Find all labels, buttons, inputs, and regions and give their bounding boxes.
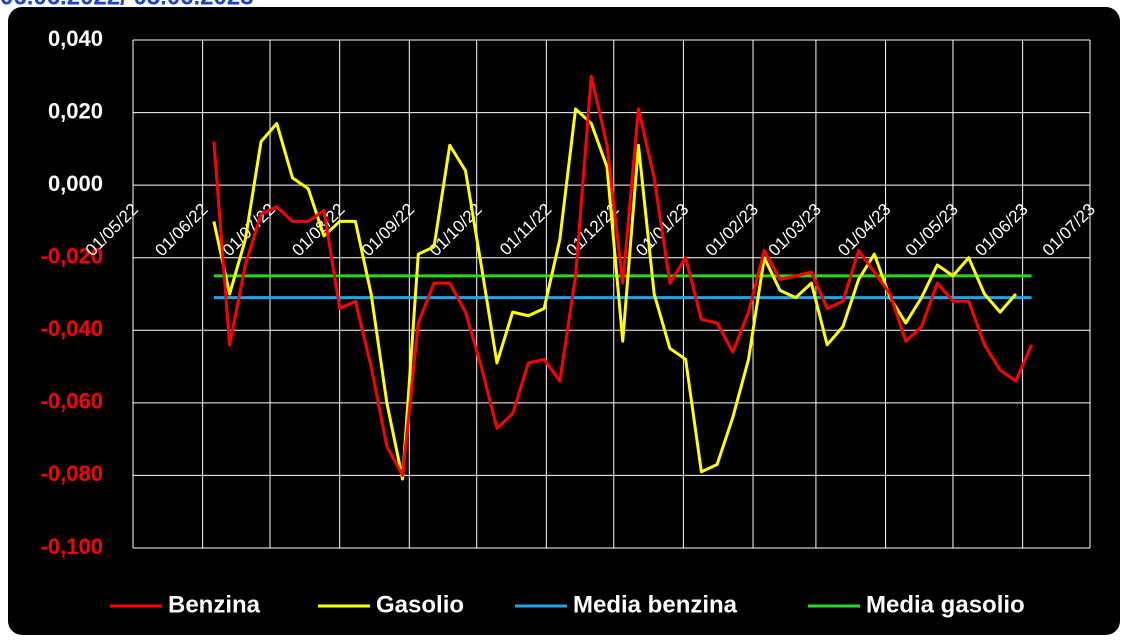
y-tick-label: 0,040: [48, 26, 103, 51]
legend: Benzina Gasolio Media benzina Media gasolio: [110, 591, 1025, 618]
data-line: [212, 107, 1018, 481]
chart-background: [8, 7, 1120, 635]
y-tick-label: -0,020: [41, 244, 103, 269]
y-tick-label: -0,080: [41, 461, 103, 486]
y-tick-label: 0,000: [48, 171, 103, 196]
legend-label: Media benzina: [573, 591, 738, 618]
y-tick-label: -0,040: [41, 316, 103, 341]
legend-label: Gasolio: [376, 591, 464, 618]
data-line: [212, 74, 1033, 477]
y-tick-label: -0,060: [41, 389, 103, 414]
chart-title: 06.06.2022/ 05.06.2023: [0, 0, 254, 10]
y-tick-label: 0,020: [48, 98, 103, 123]
legend-label: Media gasolio: [866, 591, 1025, 618]
legend-label: Benzina: [168, 591, 261, 618]
y-tick-label: -0,100: [41, 534, 103, 559]
